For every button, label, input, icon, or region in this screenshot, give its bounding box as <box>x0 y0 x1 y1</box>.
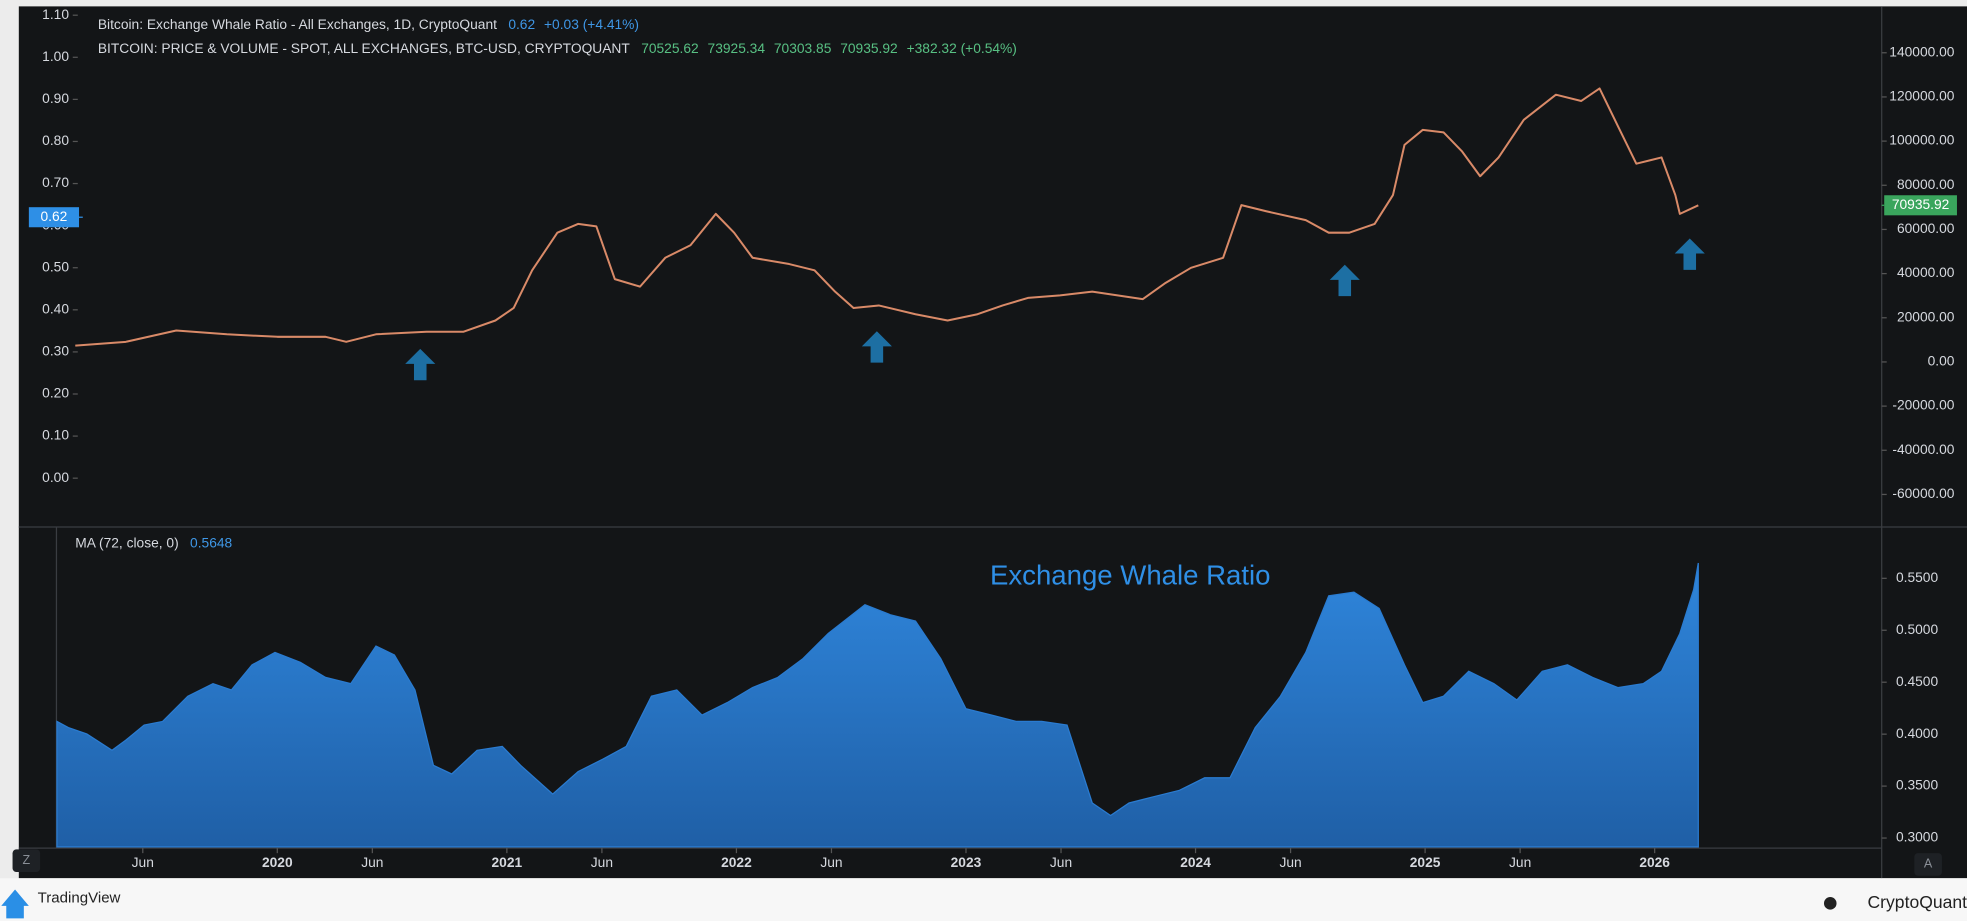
price-legend: BITCOIN: PRICE & VOLUME - SPOT, ALL EXCH… <box>98 41 1017 56</box>
y-tick-label: 0.70 <box>42 175 69 190</box>
annotation: Exchange Whale Ratio <box>990 559 1271 590</box>
y2-tick-label: 140000.00 <box>1889 44 1954 59</box>
legend-value: 0.62 <box>508 17 535 32</box>
y2-tick-label: -60000.00 <box>1892 486 1954 501</box>
high-value: 73925.34 <box>708 41 766 56</box>
x-tick-label: Jun <box>1050 855 1072 870</box>
y-tick-label: 0.3500 <box>1896 778 1938 793</box>
x-tick-label: 2025 <box>1410 855 1441 870</box>
x-tick-label: 2020 <box>262 855 293 870</box>
y2-tick-label: 40000.00 <box>1897 265 1955 280</box>
x-tick-label: 2024 <box>1180 855 1211 870</box>
y2-tick-label: -20000.00 <box>1892 398 1954 413</box>
footer-left: TradingView <box>38 889 121 906</box>
y-tick-label: 0.5500 <box>1896 570 1938 585</box>
y2-tick-label: -40000.00 <box>1892 442 1954 457</box>
y2-tick-label: 80000.00 <box>1897 177 1955 192</box>
x-tick-label: 2023 <box>951 855 982 870</box>
y-tick-label: 1.00 <box>42 49 69 64</box>
y2-tick-label: 20000.00 <box>1897 309 1955 324</box>
x-tick-label: 2026 <box>1639 855 1670 870</box>
legend-subtitle: BITCOIN: PRICE & VOLUME - SPOT, ALL EXCH… <box>98 41 631 56</box>
y-tick-label: 0.5000 <box>1896 622 1938 637</box>
x-tick-label: 2021 <box>492 855 523 870</box>
low-value: 70303.85 <box>774 41 832 56</box>
price-tag: 70935.92 <box>1892 197 1949 212</box>
y2-tick-label: 100000.00 <box>1889 133 1954 148</box>
y-tick-label: 0.10 <box>42 428 69 443</box>
legend-title: Bitcoin: Exchange Whale Ratio - All Exch… <box>98 17 497 32</box>
button[interactable] <box>1914 853 1942 876</box>
y2-tick-label: 0.00 <box>1928 354 1955 369</box>
y-tick-label: 1.10 <box>42 7 69 22</box>
y-tick-label: 0.30 <box>42 344 69 359</box>
x-tick-label: Jun <box>591 855 613 870</box>
x-tick-label: Jun <box>1279 855 1301 870</box>
x-tick-label: Jun <box>361 855 383 870</box>
y-tick-label: 0.3000 <box>1896 830 1938 845</box>
y-tick-label: 0.80 <box>42 133 69 148</box>
y-tick-label: 0.4500 <box>1896 674 1938 689</box>
ma-title: MA (72, close, 0) <box>75 535 178 550</box>
y-tick-label: 0.50 <box>42 259 69 274</box>
footer <box>0 878 1967 921</box>
arrow <box>1674 238 1705 270</box>
y2-tick-label: 60000.00 <box>1897 221 1955 236</box>
x-tick-label: 2022 <box>721 855 752 870</box>
y2-tick-label: 120000.00 <box>1889 89 1954 104</box>
price-tag-bg <box>1884 195 1957 216</box>
cryptoquant-logo <box>1823 897 1837 910</box>
ma-value: 0.5648 <box>190 535 232 550</box>
close-value: 70935.92 <box>840 41 897 56</box>
y-tick-label: 0.90 <box>42 91 69 106</box>
x-tick-label: Jun <box>820 855 842 870</box>
ma-area <box>56 562 1699 848</box>
ma-legend: MA (72, close, 0) 0.5648 <box>75 535 232 550</box>
y-tick-label: 0.40 <box>42 301 69 316</box>
ratio-tag: 0.62 <box>41 209 68 224</box>
legend-change: +0.03 (+4.41%) <box>544 17 639 32</box>
y-tick-label: 0.00 <box>42 470 69 485</box>
button[interactable] <box>12 849 41 872</box>
plot-layer: 0.000.100.200.300.400.500.600.700.800.90… <box>28 7 1957 870</box>
indicator-legend: Bitcoin: Exchange Whale Ratio - All Exch… <box>98 17 639 32</box>
x-tick-label: Jun <box>1509 855 1531 870</box>
footer-right: CryptoQuant <box>1868 892 1967 912</box>
ratio-tag-bg <box>28 207 80 228</box>
arrow <box>405 348 436 381</box>
open-value: 70525.62 <box>641 41 698 56</box>
button-label[interactable]: Z <box>23 853 31 867</box>
change-value: +382.32 (+0.54%) <box>907 41 1017 56</box>
price-line <box>75 87 1699 347</box>
tradingview-logo <box>1 889 29 919</box>
y-tick-label: 0.4000 <box>1896 726 1938 741</box>
y-tick-label: 0.20 <box>42 386 69 401</box>
arrow <box>1329 264 1360 297</box>
button-label[interactable]: A <box>1924 857 1933 871</box>
arrows <box>405 238 1705 381</box>
x-tick-label: Jun <box>132 855 154 870</box>
arrow <box>861 331 892 363</box>
